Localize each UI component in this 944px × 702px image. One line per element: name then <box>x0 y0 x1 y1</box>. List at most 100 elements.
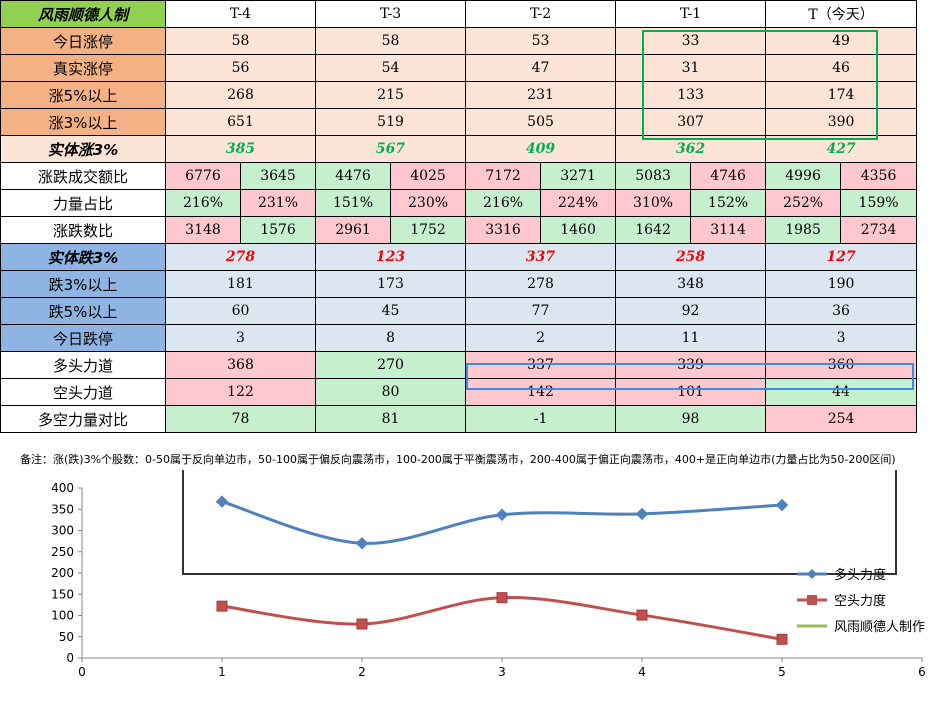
row-label[interactable]: 涨跌成交额比 <box>0 162 166 190</box>
table-cell[interactable]: 2961 <box>315 216 392 244</box>
table-cell[interactable]: 3148 <box>165 216 241 244</box>
row-label[interactable]: 力量占比 <box>0 189 166 217</box>
table-cell[interactable]: 77 <box>465 297 617 325</box>
table-cell[interactable]: 78 <box>164 405 317 433</box>
table-cell[interactable]: 337 <box>465 243 617 271</box>
table-cell[interactable]: 278 <box>465 270 617 298</box>
table-cell[interactable]: 409 <box>465 135 617 163</box>
table-cell[interactable]: 3271 <box>540 162 617 190</box>
table-title[interactable]: 风雨顺德人制 <box>0 0 166 28</box>
table-cell[interactable]: 368 <box>164 351 317 379</box>
row-label[interactable]: 空头力道 <box>0 378 166 406</box>
table-cell[interactable]: 46 <box>765 54 918 82</box>
column-header[interactable]: T-3 <box>315 0 467 28</box>
row-label[interactable]: 涨跌数比 <box>0 216 166 244</box>
row-label[interactable]: 跌5%以上 <box>0 297 166 325</box>
table-cell[interactable]: 252% <box>765 189 842 217</box>
table-cell[interactable]: 44 <box>765 378 918 406</box>
table-cell[interactable]: 360 <box>765 351 918 379</box>
column-header[interactable]: T-1 <box>615 0 767 28</box>
table-cell[interactable]: 53 <box>465 27 617 55</box>
table-cell[interactable]: 224% <box>540 189 617 217</box>
table-cell[interactable]: 278 <box>164 243 317 271</box>
table-cell[interactable]: 54 <box>315 54 467 82</box>
table-cell[interactable]: 362 <box>615 135 767 163</box>
table-cell[interactable]: 310% <box>615 189 692 217</box>
row-label[interactable]: 多空力量对比 <box>0 405 166 433</box>
table-cell[interactable]: 98 <box>615 405 767 433</box>
table-cell[interactable]: 4746 <box>690 162 767 190</box>
table-cell[interactable]: 5083 <box>615 162 692 190</box>
table-cell[interactable]: 3 <box>164 324 317 352</box>
table-cell[interactable]: 216% <box>465 189 542 217</box>
table-cell[interactable]: 36 <box>765 297 918 325</box>
table-cell[interactable]: 3 <box>765 324 918 352</box>
table-cell[interactable]: 49 <box>765 27 918 55</box>
table-cell[interactable]: 92 <box>615 297 767 325</box>
table-cell[interactable]: 80 <box>315 378 467 406</box>
row-label[interactable]: 实体涨3% <box>0 135 166 163</box>
table-cell[interactable]: 337 <box>465 351 617 379</box>
row-label[interactable]: 实体跌3% <box>0 243 166 271</box>
table-cell[interactable]: 3316 <box>465 216 542 244</box>
table-cell[interactable]: 8 <box>315 324 467 352</box>
table-cell[interactable]: 6776 <box>165 162 241 190</box>
column-header[interactable]: T-4 <box>164 0 317 28</box>
table-cell[interactable]: 231% <box>239 189 317 217</box>
table-cell[interactable]: 7172 <box>465 162 542 190</box>
table-cell[interactable]: 1460 <box>540 216 617 244</box>
table-cell[interactable]: 133 <box>615 81 767 109</box>
table-cell[interactable]: 231 <box>465 81 617 109</box>
table-cell[interactable]: 45 <box>315 297 467 325</box>
table-cell[interactable]: 58 <box>164 27 317 55</box>
table-cell[interactable]: 152% <box>690 189 767 217</box>
table-cell[interactable]: 519 <box>315 108 467 136</box>
table-cell[interactable]: 651 <box>164 108 317 136</box>
table-cell[interactable]: 11 <box>615 324 767 352</box>
table-cell[interactable]: 1642 <box>615 216 692 244</box>
row-label[interactable]: 真实涨停 <box>0 54 166 82</box>
table-cell[interactable]: 142 <box>465 378 617 406</box>
table-cell[interactable]: 4476 <box>315 162 392 190</box>
table-cell[interactable]: 339 <box>615 351 767 379</box>
table-cell[interactable]: 268 <box>164 81 317 109</box>
table-cell[interactable]: 2734 <box>840 216 918 244</box>
table-cell[interactable]: 505 <box>465 108 617 136</box>
row-label[interactable]: 今日跌停 <box>0 324 166 352</box>
table-cell[interactable]: 159% <box>840 189 918 217</box>
table-cell[interactable]: 173 <box>315 270 467 298</box>
table-cell[interactable]: 127 <box>765 243 918 271</box>
table-cell[interactable]: 174 <box>765 81 918 109</box>
table-cell[interactable]: 60 <box>164 297 317 325</box>
table-cell[interactable]: 181 <box>164 270 317 298</box>
table-cell[interactable]: 230% <box>390 189 467 217</box>
table-cell[interactable]: 270 <box>315 351 467 379</box>
table-cell[interactable]: 31 <box>615 54 767 82</box>
table-cell[interactable]: 258 <box>615 243 767 271</box>
table-cell[interactable]: 254 <box>765 405 918 433</box>
column-header[interactable]: T-2 <box>465 0 617 28</box>
table-cell[interactable]: 81 <box>315 405 467 433</box>
table-cell[interactable]: 4356 <box>840 162 918 190</box>
table-cell[interactable]: 215 <box>315 81 467 109</box>
table-cell[interactable]: 101 <box>615 378 767 406</box>
table-cell[interactable]: 3645 <box>239 162 317 190</box>
table-cell[interactable]: 56 <box>164 54 317 82</box>
table-cell[interactable]: 33 <box>615 27 767 55</box>
table-cell[interactable]: 1985 <box>765 216 842 244</box>
row-label[interactable]: 涨5%以上 <box>0 81 166 109</box>
table-cell[interactable]: 2 <box>465 324 617 352</box>
table-cell[interactable]: 1576 <box>239 216 317 244</box>
row-label[interactable]: 多头力道 <box>0 351 166 379</box>
table-cell[interactable]: 4025 <box>390 162 467 190</box>
table-cell[interactable]: 4996 <box>765 162 842 190</box>
table-cell[interactable]: 216% <box>165 189 241 217</box>
row-label[interactable]: 涨3%以上 <box>0 108 166 136</box>
row-label[interactable]: 跌3%以上 <box>0 270 166 298</box>
table-cell[interactable]: 151% <box>315 189 392 217</box>
table-cell[interactable]: 427 <box>765 135 918 163</box>
table-cell[interactable]: 390 <box>765 108 918 136</box>
row-label[interactable]: 今日涨停 <box>0 27 166 55</box>
table-cell[interactable]: 348 <box>615 270 767 298</box>
table-cell[interactable]: 190 <box>765 270 918 298</box>
